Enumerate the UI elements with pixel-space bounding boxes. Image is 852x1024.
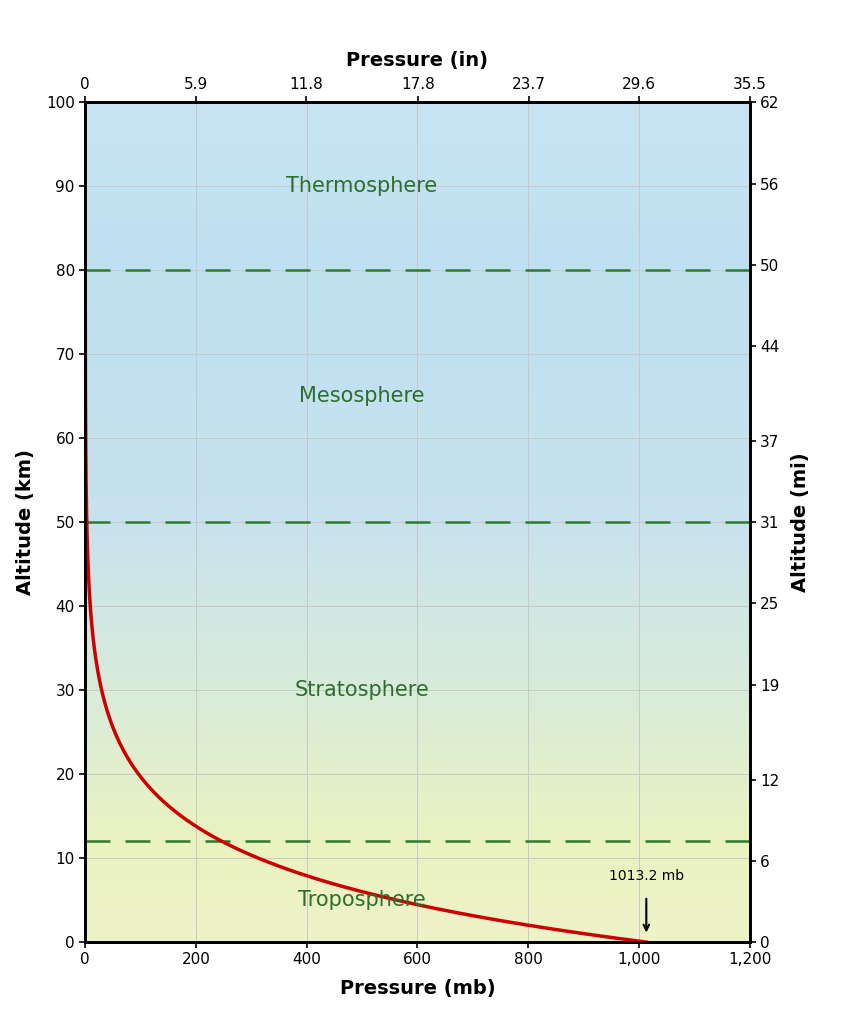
- Text: Thermosphere: Thermosphere: [286, 176, 438, 197]
- X-axis label: Pressure (mb): Pressure (mb): [340, 979, 495, 997]
- Y-axis label: Altitude (km): Altitude (km): [16, 450, 35, 595]
- Text: Troposphere: Troposphere: [298, 890, 426, 910]
- Text: Mesosphere: Mesosphere: [299, 386, 425, 407]
- Y-axis label: Altitude (mi): Altitude (mi): [791, 453, 809, 592]
- Text: 1013.2 mb: 1013.2 mb: [608, 869, 684, 884]
- Text: Stratosphere: Stratosphere: [295, 680, 429, 700]
- X-axis label: Pressure (in): Pressure (in): [347, 51, 488, 70]
